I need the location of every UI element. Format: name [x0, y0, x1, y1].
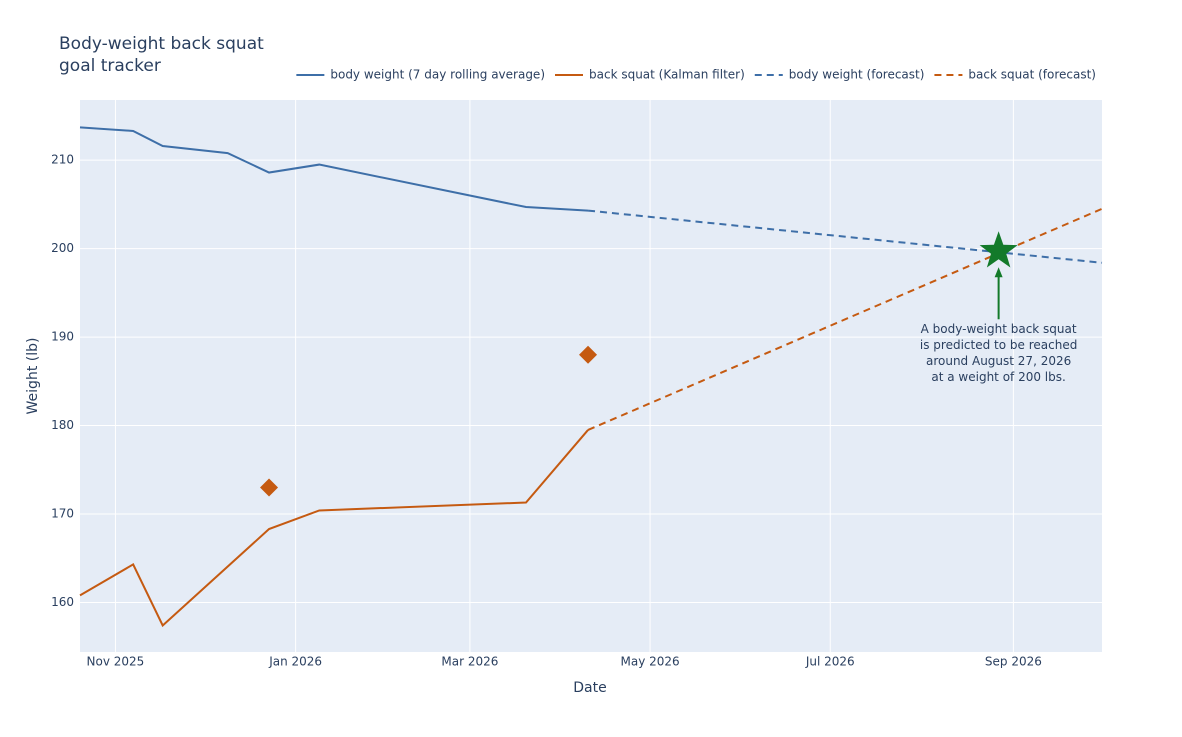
y-axis-title: Weight (lb) — [25, 338, 41, 415]
annotation-text: at a weight of 200 lbs. — [931, 370, 1065, 384]
plot-area — [80, 100, 1102, 652]
x-tick-label: Sep 2026 — [985, 655, 1042, 669]
x-tick-label: Mar 2026 — [441, 655, 498, 669]
y-tick-label: 210 — [51, 153, 74, 167]
chart-title: Body-weight back squat — [59, 34, 264, 54]
y-tick-label: 190 — [51, 330, 74, 344]
goal-star — [979, 231, 1018, 268]
y-tick-label: 170 — [51, 507, 74, 521]
x-tick-label: Jul 2026 — [805, 655, 855, 669]
y-tick-label: 180 — [51, 418, 74, 432]
y-tick-label: 200 — [51, 241, 74, 255]
point-marker — [260, 478, 279, 497]
x-tick-label: Nov 2025 — [87, 655, 145, 669]
x-axis-title: Date — [573, 680, 606, 696]
series-line — [79, 126, 589, 212]
point-marker — [579, 345, 598, 364]
annotation-text: around August 27, 2026 — [926, 354, 1071, 368]
series-line — [587, 209, 1103, 264]
legend-label: back squat (forecast) — [968, 68, 1096, 82]
annotation-arrowhead — [994, 267, 1003, 278]
x-tick-label: May 2026 — [620, 655, 679, 669]
series-line — [587, 207, 1103, 431]
annotation-text: is predicted to be reached — [920, 338, 1077, 352]
annotation-text: A body-weight back squat — [921, 322, 1077, 336]
legend-label: body weight (forecast) — [789, 68, 925, 82]
legend-label: body weight (7 day rolling average) — [330, 68, 545, 82]
legend-label: back squat (Kalman filter) — [589, 68, 745, 82]
y-tick-label: 160 — [51, 595, 74, 609]
chart-title: goal tracker — [59, 56, 161, 76]
x-tick-label: Jan 2026 — [268, 655, 322, 669]
series-line — [79, 429, 589, 628]
